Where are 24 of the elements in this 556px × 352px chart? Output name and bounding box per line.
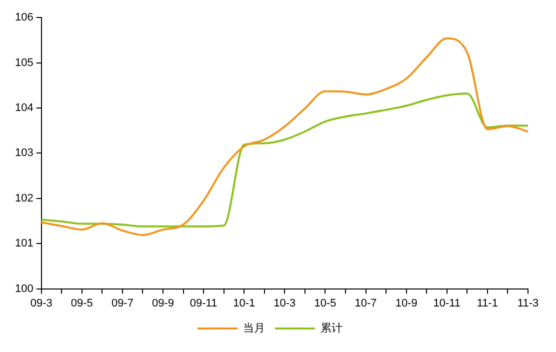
y-tick-label: 101 xyxy=(14,238,34,250)
x-tick-label: 09-5 xyxy=(70,297,93,310)
y-tick-label: 106 xyxy=(14,12,34,24)
x-tick-label: 09-9 xyxy=(152,297,174,310)
y-tick-label: 102 xyxy=(14,192,34,204)
x-tick-label: 11-1 xyxy=(476,297,498,310)
y-tick-label: 100 xyxy=(14,282,34,295)
y-tick-label: 104 xyxy=(14,102,34,114)
y-tick-label: 105 xyxy=(14,56,34,69)
x-tick-label: 09-3 xyxy=(30,297,52,310)
x-tick-label: 09-11 xyxy=(190,297,218,310)
x-tick-label: 09-7 xyxy=(111,297,134,310)
line-series xyxy=(40,37,529,236)
y-tick-label: 103 xyxy=(14,147,34,160)
x-tick-label: 11-3 xyxy=(517,297,539,310)
x-tick-label: 10-11 xyxy=(433,297,461,310)
legend-label: 当月 xyxy=(243,322,265,335)
x-tick-label: 10-3 xyxy=(274,297,296,310)
line-series xyxy=(40,92,529,228)
x-tick-label: 10-7 xyxy=(354,297,377,310)
x-tick-label: 10-5 xyxy=(314,297,336,310)
x-tick-label: 10-1 xyxy=(233,297,256,310)
x-tick-label: 10-9 xyxy=(395,297,418,310)
legend-label: 累计 xyxy=(320,322,342,335)
